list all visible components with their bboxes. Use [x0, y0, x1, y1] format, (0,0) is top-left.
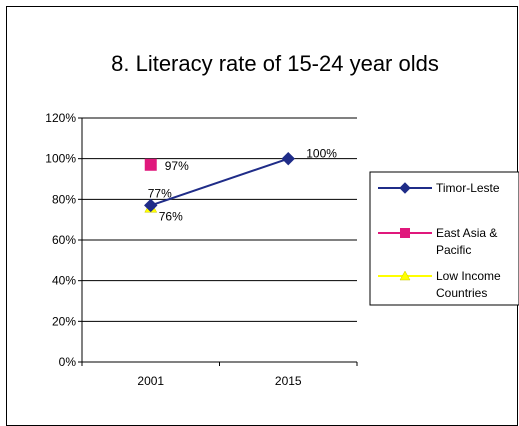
data-point	[144, 158, 157, 171]
legend-item: East Asia & Pacific	[378, 226, 497, 257]
data-label: 97%	[165, 159, 189, 173]
data-label: 77%	[148, 186, 172, 200]
legend-box	[369, 171, 519, 306]
data-labels: 76% 97% 77% 100%	[148, 147, 338, 224]
data-point	[144, 198, 158, 213]
y-tick-label: 20%	[52, 314, 76, 328]
y-tick-label: 40%	[52, 274, 76, 288]
legend-label: East Asia & Pacific	[436, 226, 497, 257]
y-tick-label: 80%	[52, 192, 76, 206]
legend-swatch-marker	[400, 228, 410, 238]
x-tick-label: 2015	[275, 374, 302, 388]
y-tick-label: 0%	[59, 355, 77, 369]
y-tick-label: 120%	[45, 111, 76, 125]
series-line	[150, 157, 289, 207]
data-point	[281, 151, 295, 166]
series-layer	[144, 151, 295, 213]
legend-item: Timor-Leste	[378, 181, 500, 195]
chart: 8. Literacy rate of 15-24 year olds 0% 20…	[45, 51, 519, 388]
legend-swatch-marker	[399, 182, 411, 194]
axes: 0% 20% 40% 60% 80% 100% 120% 2001 2015	[45, 111, 358, 388]
chart-title: 8. Literacy rate of 15-24 year olds	[111, 51, 439, 76]
legend-item: Low Income Countries	[378, 269, 501, 300]
legend-swatch-marker	[399, 270, 411, 281]
grid-lines	[82, 117, 357, 322]
x-tick-label: 2001	[137, 374, 164, 388]
legend: Timor-Leste East Asia & Pacific Low Income C…	[369, 171, 519, 306]
y-tick-label: 60%	[52, 233, 76, 247]
data-label: 76%	[159, 209, 183, 223]
y-tick-label: 100%	[45, 152, 76, 166]
legend-label: Low Income Countries	[436, 269, 501, 300]
data-label: 100%	[306, 147, 337, 161]
legend-label: Timor-Leste	[436, 181, 500, 195]
